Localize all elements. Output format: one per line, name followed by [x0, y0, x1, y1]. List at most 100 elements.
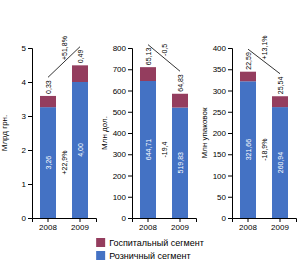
data-label: 519,83	[177, 152, 184, 174]
y-tick: 700	[113, 65, 132, 74]
annotation: +22,9%	[61, 151, 68, 175]
bars	[240, 72, 288, 218]
y-tick-mark	[228, 48, 232, 49]
change-line	[148, 45, 180, 72]
x-tick-label: 2009	[171, 223, 189, 232]
annotation: +51,8%	[61, 36, 68, 60]
bar-segment	[172, 108, 188, 218]
x-axis-line	[33, 219, 97, 223]
panel: 01234520082009Млрд грн.3,264,000,330,49+…	[0, 36, 96, 232]
data-label: 0,33	[45, 80, 52, 94]
data-label: 4,00	[77, 143, 84, 157]
bar-segment	[240, 81, 256, 218]
bars	[140, 67, 188, 218]
legend-label: Госпитальный сегмент	[109, 238, 204, 248]
x-tick-mark	[48, 218, 49, 222]
y-tick: 4	[22, 78, 32, 87]
y-tick-label: 300	[213, 87, 227, 96]
y-tick-mark	[128, 48, 132, 49]
y-tick: 800	[113, 44, 132, 53]
legend-swatch	[96, 238, 105, 247]
data-label: 22,59	[245, 52, 252, 70]
legend-item: Розничный сегмент	[96, 251, 190, 261]
bar-segment	[140, 67, 156, 81]
y-tick-mark	[128, 91, 132, 92]
y-tick-mark	[228, 154, 232, 155]
labels: 321,66260,9422,5925,54-18,9%+13,1%	[245, 36, 284, 174]
y-tick: 200	[213, 129, 232, 138]
x-tick: 2009	[271, 218, 289, 232]
y-tick-label: 250	[213, 108, 227, 117]
annotation: -0,5	[161, 44, 168, 56]
x-tick: 2008	[39, 218, 57, 232]
data-label: 260,94	[277, 152, 284, 174]
y-tick-mark	[28, 116, 32, 117]
labels: 644,71519,8365,1364,83-19,4-0,5	[145, 44, 184, 174]
annotation: -18,9%	[261, 139, 268, 161]
legend-label: Розничный сегмент	[109, 251, 190, 261]
y-tick: 0	[122, 214, 132, 223]
y-axis-title: Млрд грн.	[0, 115, 9, 152]
y-tick-mark	[228, 112, 232, 113]
x-tick-label: 2008	[239, 223, 257, 232]
y-axis-title: Млн дол.	[100, 116, 109, 150]
bar-segment	[272, 96, 288, 107]
y-tick-mark	[128, 218, 132, 219]
y-axis-line	[28, 49, 33, 219]
y-axis-line	[128, 49, 133, 219]
x-tick-mark	[248, 218, 249, 222]
y-tick: 250	[213, 108, 232, 117]
y-tick: 200	[113, 172, 132, 181]
x-axis: 2008 2009	[33, 218, 97, 232]
y-tick-mark	[28, 184, 32, 185]
panel: 010020030040050060070080020082009Млн дол…	[100, 44, 196, 232]
y-tick-mark	[128, 133, 132, 134]
bar-segment	[240, 72, 256, 82]
y-tick: 150	[213, 150, 232, 159]
y-tick-label: 4	[22, 78, 27, 87]
y-tick: 1	[22, 180, 32, 189]
x-tick: 2009	[71, 218, 89, 232]
y-tick-label: 200	[113, 172, 127, 181]
bar-segment	[40, 96, 56, 107]
y-tick: 50	[217, 193, 232, 202]
y-tick: 100	[113, 193, 132, 202]
y-tick-label: 100	[213, 172, 227, 181]
x-axis-line	[233, 219, 297, 223]
bars	[40, 65, 88, 218]
y-tick-label: 100	[113, 193, 127, 202]
x-tick-mark	[180, 218, 181, 222]
annotation: +13,1%	[261, 36, 268, 60]
y-tick-mark	[28, 82, 32, 83]
y-tick-mark	[128, 112, 132, 113]
y-tick-label: 3	[22, 112, 27, 121]
x-tick-label: 2009	[71, 223, 89, 232]
y-tick-mark	[228, 218, 232, 219]
x-tick-mark	[148, 218, 149, 222]
y-axis: 012345	[22, 44, 33, 223]
y-tick-label: 0	[22, 214, 27, 223]
bar-segment	[40, 107, 56, 218]
bar-segment	[140, 81, 156, 218]
y-tick-mark	[228, 197, 232, 198]
data-label: 65,13	[145, 48, 152, 66]
bar-segment	[72, 65, 88, 82]
y-tick-label: 400	[213, 44, 227, 53]
y-tick-mark	[28, 48, 32, 49]
y-tick-mark	[128, 154, 132, 155]
y-tick-label: 50	[217, 193, 226, 202]
y-tick-label: 0	[222, 214, 227, 223]
x-tick-mark	[280, 218, 281, 222]
legend-item: Госпитальный сегмент	[96, 238, 204, 248]
y-tick-label: 200	[213, 129, 227, 138]
y-tick-mark	[28, 218, 32, 219]
y-tick: 400	[213, 44, 232, 53]
y-axis-title: Млн упаковок	[200, 107, 209, 158]
y-tick: 500	[113, 108, 132, 117]
y-tick: 3	[22, 112, 32, 121]
x-axis: 2008 2009	[233, 218, 297, 232]
y-tick: 300	[113, 150, 132, 159]
x-tick-mark	[80, 218, 81, 222]
y-tick-label: 600	[113, 87, 127, 96]
y-tick: 5	[22, 44, 32, 53]
